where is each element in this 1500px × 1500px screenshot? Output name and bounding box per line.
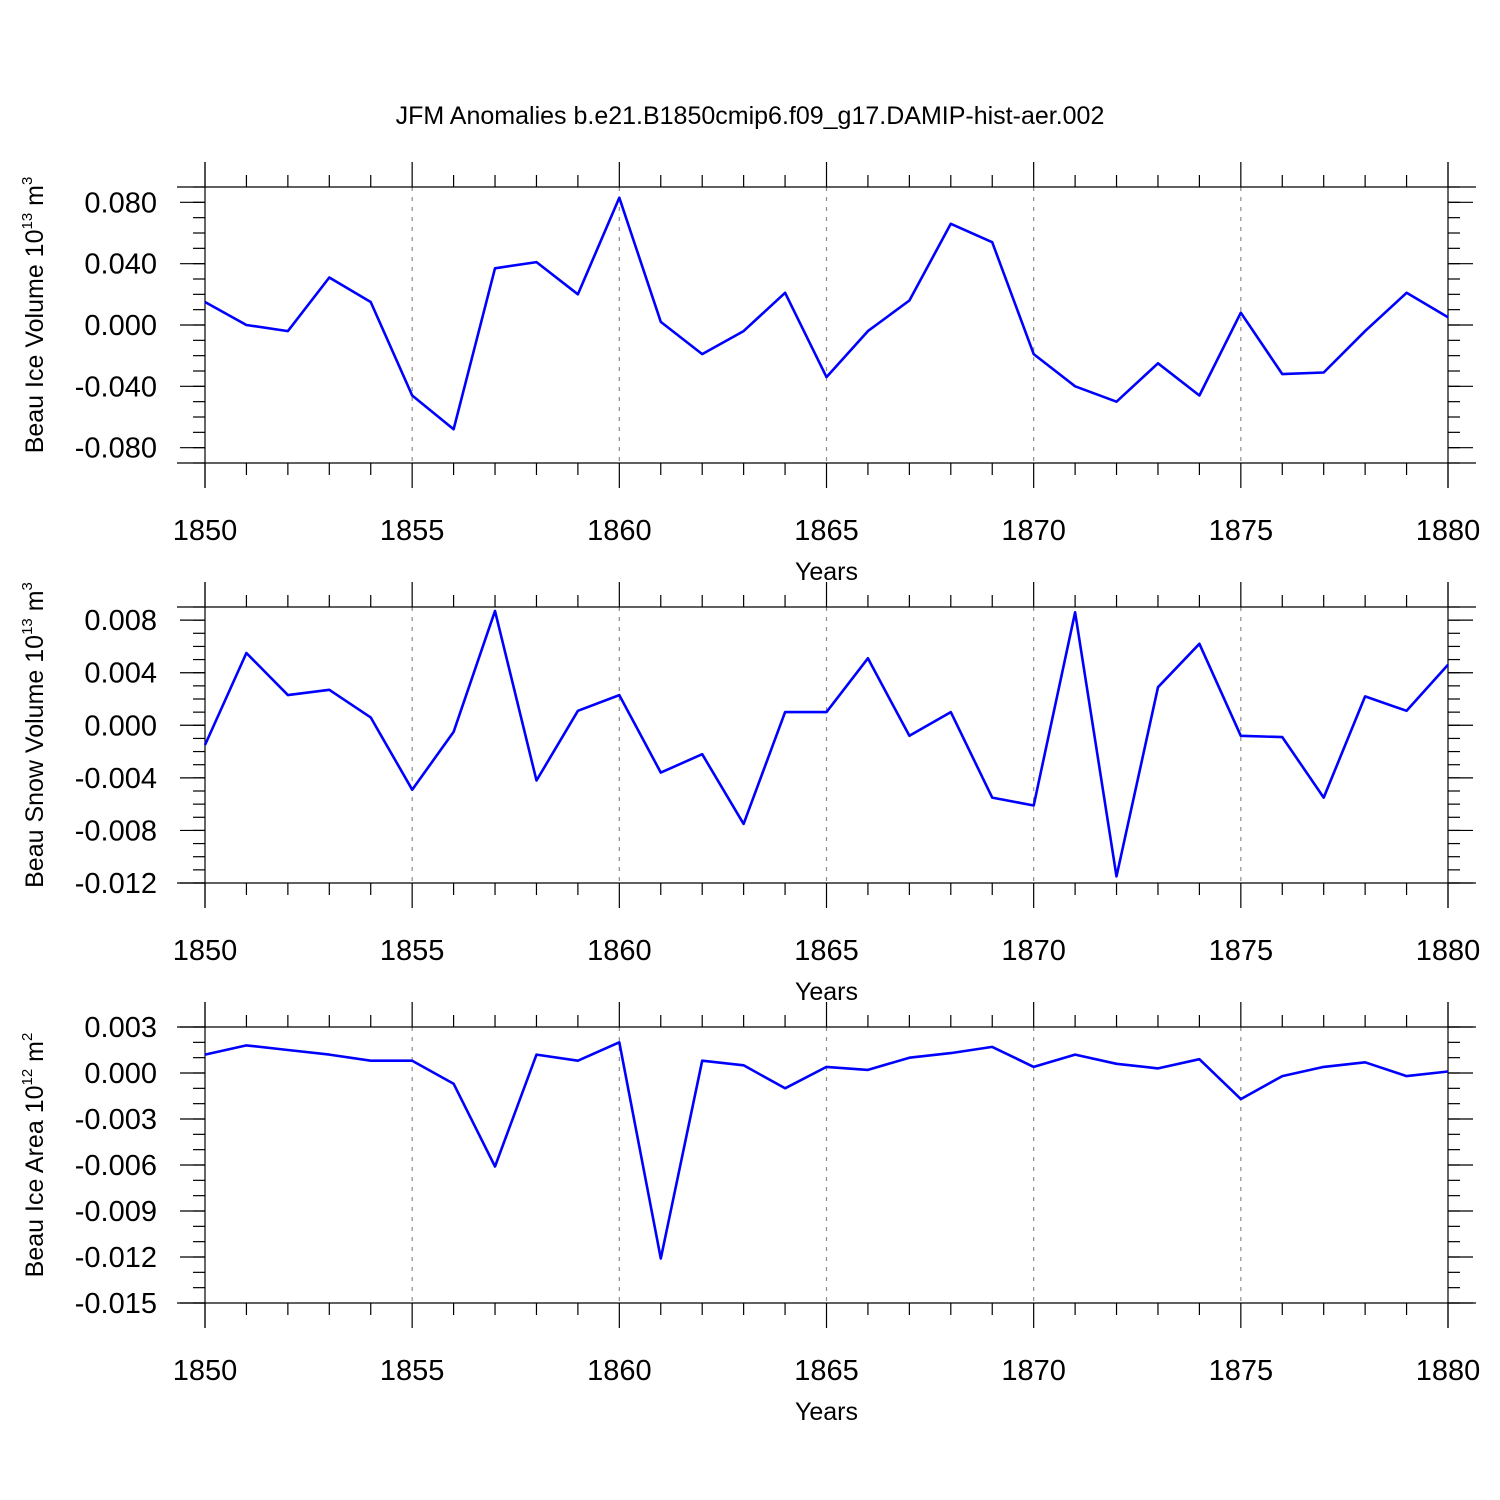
y-tick-label: -0.006 <box>75 1150 157 1182</box>
x-tick-label: 1880 <box>1416 1355 1481 1387</box>
y-axis-title-unit-exponent: 2 <box>19 1033 36 1041</box>
panel-2: 0.008 0.004 0.000 -0.004 -0.008 -0.012 1850 185… <box>19 582 1480 1006</box>
x-tick-label: 1850 <box>173 935 238 967</box>
x-tick-label: 1860 <box>587 515 652 547</box>
y-axis-title-main: Beau Snow Volume 10 <box>21 635 49 888</box>
x-tick-label: 1860 <box>587 1355 652 1387</box>
y-tick-label: 0.000 <box>84 310 157 342</box>
y-tick-label: 0.000 <box>84 1058 157 1090</box>
y-tick-label: -0.012 <box>75 868 157 900</box>
chart-title: JFM Anomalies b.e21.B1850cmip6.f09_g17.D… <box>396 102 1105 130</box>
series-line <box>203 609 1449 878</box>
y-axis-title-exponent: 12 <box>19 1069 36 1086</box>
y-tick-label: -0.040 <box>75 371 157 403</box>
y-tick-label: -0.008 <box>75 815 157 847</box>
x-tick-label: 1860 <box>587 935 652 967</box>
x-axis-title: Years <box>795 558 858 586</box>
x-tick-label: 1865 <box>794 935 859 967</box>
x-tick-label: 1870 <box>1001 515 1066 547</box>
x-tick-label: 1875 <box>1209 1355 1274 1387</box>
y-axis-title: Beau Ice Volume 1013 m3 <box>19 177 49 454</box>
y-axis-title-main: Beau Ice Area 10 <box>21 1086 49 1278</box>
series-line <box>204 1041 1449 1260</box>
y-tick-label: 0.040 <box>84 249 157 281</box>
y-axis-title-exponent: 13 <box>19 213 36 230</box>
y-tick-label: -0.012 <box>75 1242 157 1274</box>
y-tick-label: 0.004 <box>84 658 157 690</box>
x-tick-label: 1875 <box>1209 515 1274 547</box>
y-tick-label: -0.080 <box>75 433 157 465</box>
y-axis-title-unit: m <box>21 1041 49 1069</box>
panel-3: 0.003 0.000 -0.003 -0.006 -0.009 -0.012 -0.015… <box>19 1002 1480 1426</box>
y-axis-title-main: Beau Ice Volume 10 <box>21 230 49 454</box>
x-tick-label: 1880 <box>1416 515 1481 547</box>
y-axis-title-unit: m <box>21 185 49 213</box>
x-tick-label: 1865 <box>794 1355 859 1387</box>
x-axis-title: Years <box>795 978 858 1006</box>
y-axis-title-unit: m <box>21 590 49 618</box>
y-tick-label: 0.080 <box>84 187 157 219</box>
x-tick-label: 1875 <box>1209 935 1274 967</box>
y-tick-label: 0.003 <box>84 1012 157 1044</box>
x-tick-label: 1855 <box>380 515 445 547</box>
y-axis-title-unit-exponent: 3 <box>19 177 36 185</box>
x-tick-label: 1870 <box>1001 1355 1066 1387</box>
y-tick-label: -0.009 <box>75 1196 157 1228</box>
y-tick-label: 0.000 <box>84 710 157 742</box>
y-axis-title: Beau Ice Area 1012 m2 <box>19 1033 49 1278</box>
series-line <box>204 196 1449 431</box>
y-axis-title: Beau Snow Volume 1013 m3 <box>19 582 49 888</box>
x-tick-label: 1855 <box>380 935 445 967</box>
x-tick-label: 1865 <box>794 515 859 547</box>
y-tick-label: -0.015 <box>75 1288 157 1320</box>
y-axis-title-exponent: 13 <box>19 618 36 635</box>
panel-1: 0.080 0.040 0.000 -0.040 -0.080 1850 1855 1860 1… <box>19 162 1480 586</box>
y-tick-label: -0.003 <box>75 1104 157 1136</box>
x-axis-title: Years <box>795 1398 858 1426</box>
x-tick-label: 1880 <box>1416 935 1481 967</box>
y-tick-label: -0.004 <box>75 763 157 795</box>
y-axis-title-unit-exponent: 3 <box>19 582 36 590</box>
x-tick-label: 1850 <box>173 515 238 547</box>
y-tick-label: 0.008 <box>84 605 157 637</box>
x-tick-label: 1870 <box>1001 935 1066 967</box>
x-tick-label: 1855 <box>380 1355 445 1387</box>
x-tick-label: 1850 <box>173 1355 238 1387</box>
